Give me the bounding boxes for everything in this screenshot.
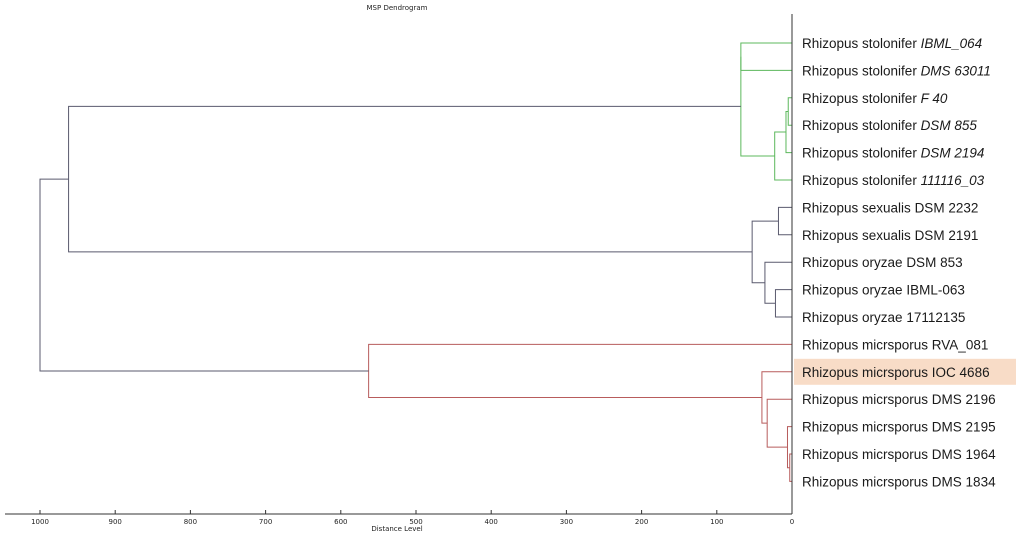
leaf-species: Rhizopus stolonifer: [802, 173, 921, 188]
leaf-species: Rhizopus micrsporus: [802, 337, 932, 352]
leaf-label: Rhizopus oryzae 17112135: [802, 310, 965, 325]
chart-title: MSP Dendrogram: [367, 4, 428, 12]
leaf-strain: DMS 1964: [932, 447, 996, 462]
leaf-label: Rhizopus sexualis DSM 2191: [802, 228, 978, 243]
leaf-highlight: [794, 358, 1016, 385]
leaf-species: Rhizopus stolonifer: [802, 146, 921, 161]
leaf-strain: DSM 855: [921, 118, 978, 133]
leaf-label: Rhizopus micrsporus DMS 2196: [802, 392, 996, 407]
leaf-species: Rhizopus sexualis: [802, 200, 915, 215]
dendrogram-branches: [39, 42, 792, 482]
leaf-strain: DSM 2194: [921, 146, 985, 161]
leaf-strain: IBML-063: [906, 283, 965, 298]
x-tick-label: 700: [259, 518, 272, 526]
leaf-strain: 17112135: [906, 310, 965, 325]
leaf-species: Rhizopus stolonifer: [802, 91, 921, 106]
x-tick-label: 600: [334, 518, 347, 526]
leaf-label: Rhizopus stolonifer DSM 2194: [802, 146, 984, 161]
leaf-strain: RVA_081: [932, 337, 989, 352]
leaf-label: Rhizopus stolonifer F 40: [802, 91, 948, 106]
dendrogram-branch: [785, 111, 792, 154]
x-tick-label: 200: [635, 518, 648, 526]
leaf-label: Rhizopus oryzae IBML-063: [802, 283, 965, 298]
dendrogram-branch: [764, 261, 792, 304]
leaf-strain: IOC 4686: [932, 365, 990, 380]
leaf-label: Rhizopus micrsporus DMS 1964: [802, 447, 996, 462]
leaf-strain: DMS 1834: [932, 474, 996, 489]
leaf-label: Rhizopus stolonifer DSM 855: [802, 118, 977, 133]
x-tick-label: 900: [109, 518, 122, 526]
leaf-species: Rhizopus micrsporus: [802, 474, 932, 489]
x-axis-label: Distance Level: [371, 525, 422, 533]
leaf-label: Rhizopus stolonifer 111116_03: [802, 173, 985, 188]
dendrogram-branch: [777, 206, 792, 236]
leaf-species: Rhizopus sexualis: [802, 228, 915, 243]
leaf-species: Rhizopus micrsporus: [802, 365, 932, 380]
dendrogram-branch: [774, 131, 792, 181]
leaf-strain: 111116_03: [921, 173, 985, 188]
leaf-label: Rhizopus sexualis DSM 2232: [802, 200, 978, 215]
leaf-strain: F 40: [921, 91, 948, 106]
dendrogram-branch: [39, 178, 369, 372]
highlight-layer: [794, 358, 1016, 385]
leaf-label: Rhizopus micrsporus RVA_081: [802, 337, 988, 352]
leaf-species: Rhizopus stolonifer: [802, 36, 921, 51]
dendrogram-branch: [774, 289, 792, 318]
dendrogram-branch: [761, 371, 792, 424]
leaf-strain: DSM 2232: [915, 200, 979, 215]
leaf-strain: DSM 853: [906, 255, 962, 270]
dendrogram-branch: [766, 398, 792, 448]
dendrogram-branch: [368, 343, 792, 398]
leaf-species: Rhizopus micrsporus: [802, 420, 932, 435]
x-tick-label: 500: [409, 518, 422, 526]
leaf-species: Rhizopus oryzae: [802, 310, 906, 325]
leaf-label: Rhizopus stolonifer IBML_064: [802, 36, 982, 51]
leaf-strain: DMS 2195: [932, 420, 996, 435]
x-tick-label: 0: [790, 518, 794, 526]
leaf-species: Rhizopus micrsporus: [802, 447, 932, 462]
leaf-label: Rhizopus stolonifer DMS 63011: [802, 63, 991, 78]
dendrogram-branch: [740, 56, 775, 157]
leaf-label: Rhizopus micrsporus DMS 2195: [802, 420, 996, 435]
leaf-label: Rhizopus micrsporus DMS 1834: [802, 474, 996, 489]
dendrogram-branch: [787, 97, 792, 126]
leaf-species: Rhizopus oryzae: [802, 283, 906, 298]
leaf-strain: DMS 63011: [921, 63, 991, 78]
leaf-label: Rhizopus micrsporus IOC 4686: [802, 365, 990, 380]
x-tick-label: 1000: [31, 518, 49, 526]
dendrogram-branch: [68, 105, 753, 253]
x-tick-label: 400: [485, 518, 498, 526]
x-tick-label: 100: [710, 518, 723, 526]
leaf-strain: DMS 2196: [932, 392, 996, 407]
x-tick-label: 300: [560, 518, 573, 526]
leaf-species: Rhizopus micrsporus: [802, 392, 932, 407]
leaf-species: Rhizopus oryzae: [802, 255, 906, 270]
leaf-strain: IBML_064: [921, 36, 983, 51]
leaf-label: Rhizopus oryzae DSM 853: [802, 255, 963, 270]
leaf-species: Rhizopus stolonifer: [802, 63, 921, 78]
leaf-strain: DSM 2191: [915, 228, 979, 243]
leaf-species: Rhizopus stolonifer: [802, 118, 921, 133]
dendrogram-branch: [740, 42, 792, 71]
x-axis-ticks: 1000 900 800 700 600 500 400 300 200 100 0: [31, 510, 794, 526]
x-tick-label: 800: [184, 518, 197, 526]
